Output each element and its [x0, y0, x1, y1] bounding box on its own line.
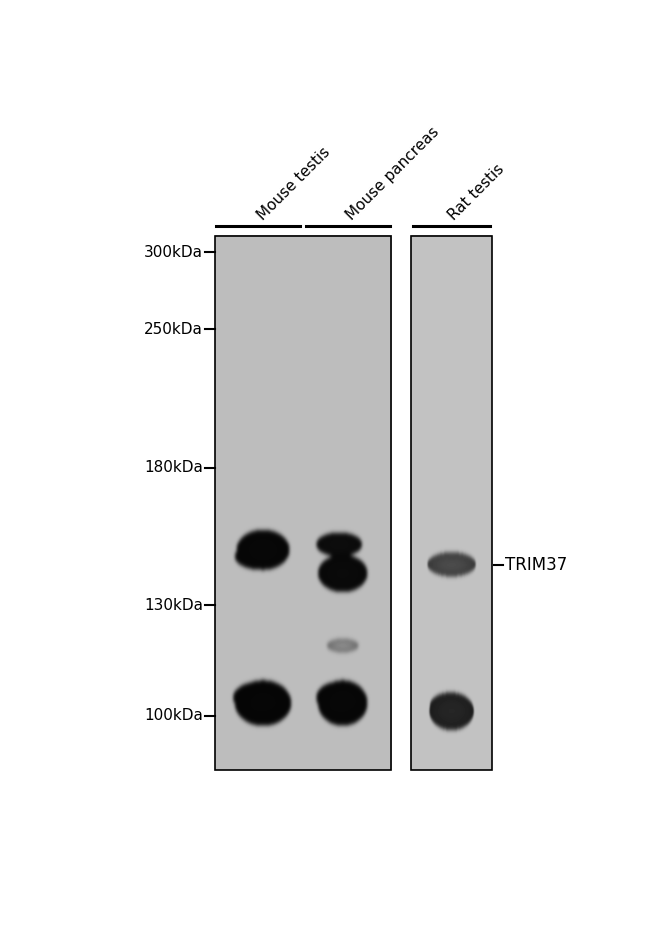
- Text: 100kDa: 100kDa: [144, 709, 203, 723]
- Text: TRIM37: TRIM37: [505, 556, 567, 574]
- Bar: [411, 236, 492, 770]
- Text: 180kDa: 180kDa: [144, 461, 203, 475]
- Text: Mouse pancreas: Mouse pancreas: [343, 125, 442, 223]
- Text: Mouse testis: Mouse testis: [255, 144, 333, 223]
- Text: 300kDa: 300kDa: [144, 245, 203, 260]
- Text: Rat testis: Rat testis: [445, 162, 507, 223]
- Bar: [214, 236, 391, 770]
- Text: 130kDa: 130kDa: [144, 598, 203, 612]
- Text: 250kDa: 250kDa: [144, 322, 203, 337]
